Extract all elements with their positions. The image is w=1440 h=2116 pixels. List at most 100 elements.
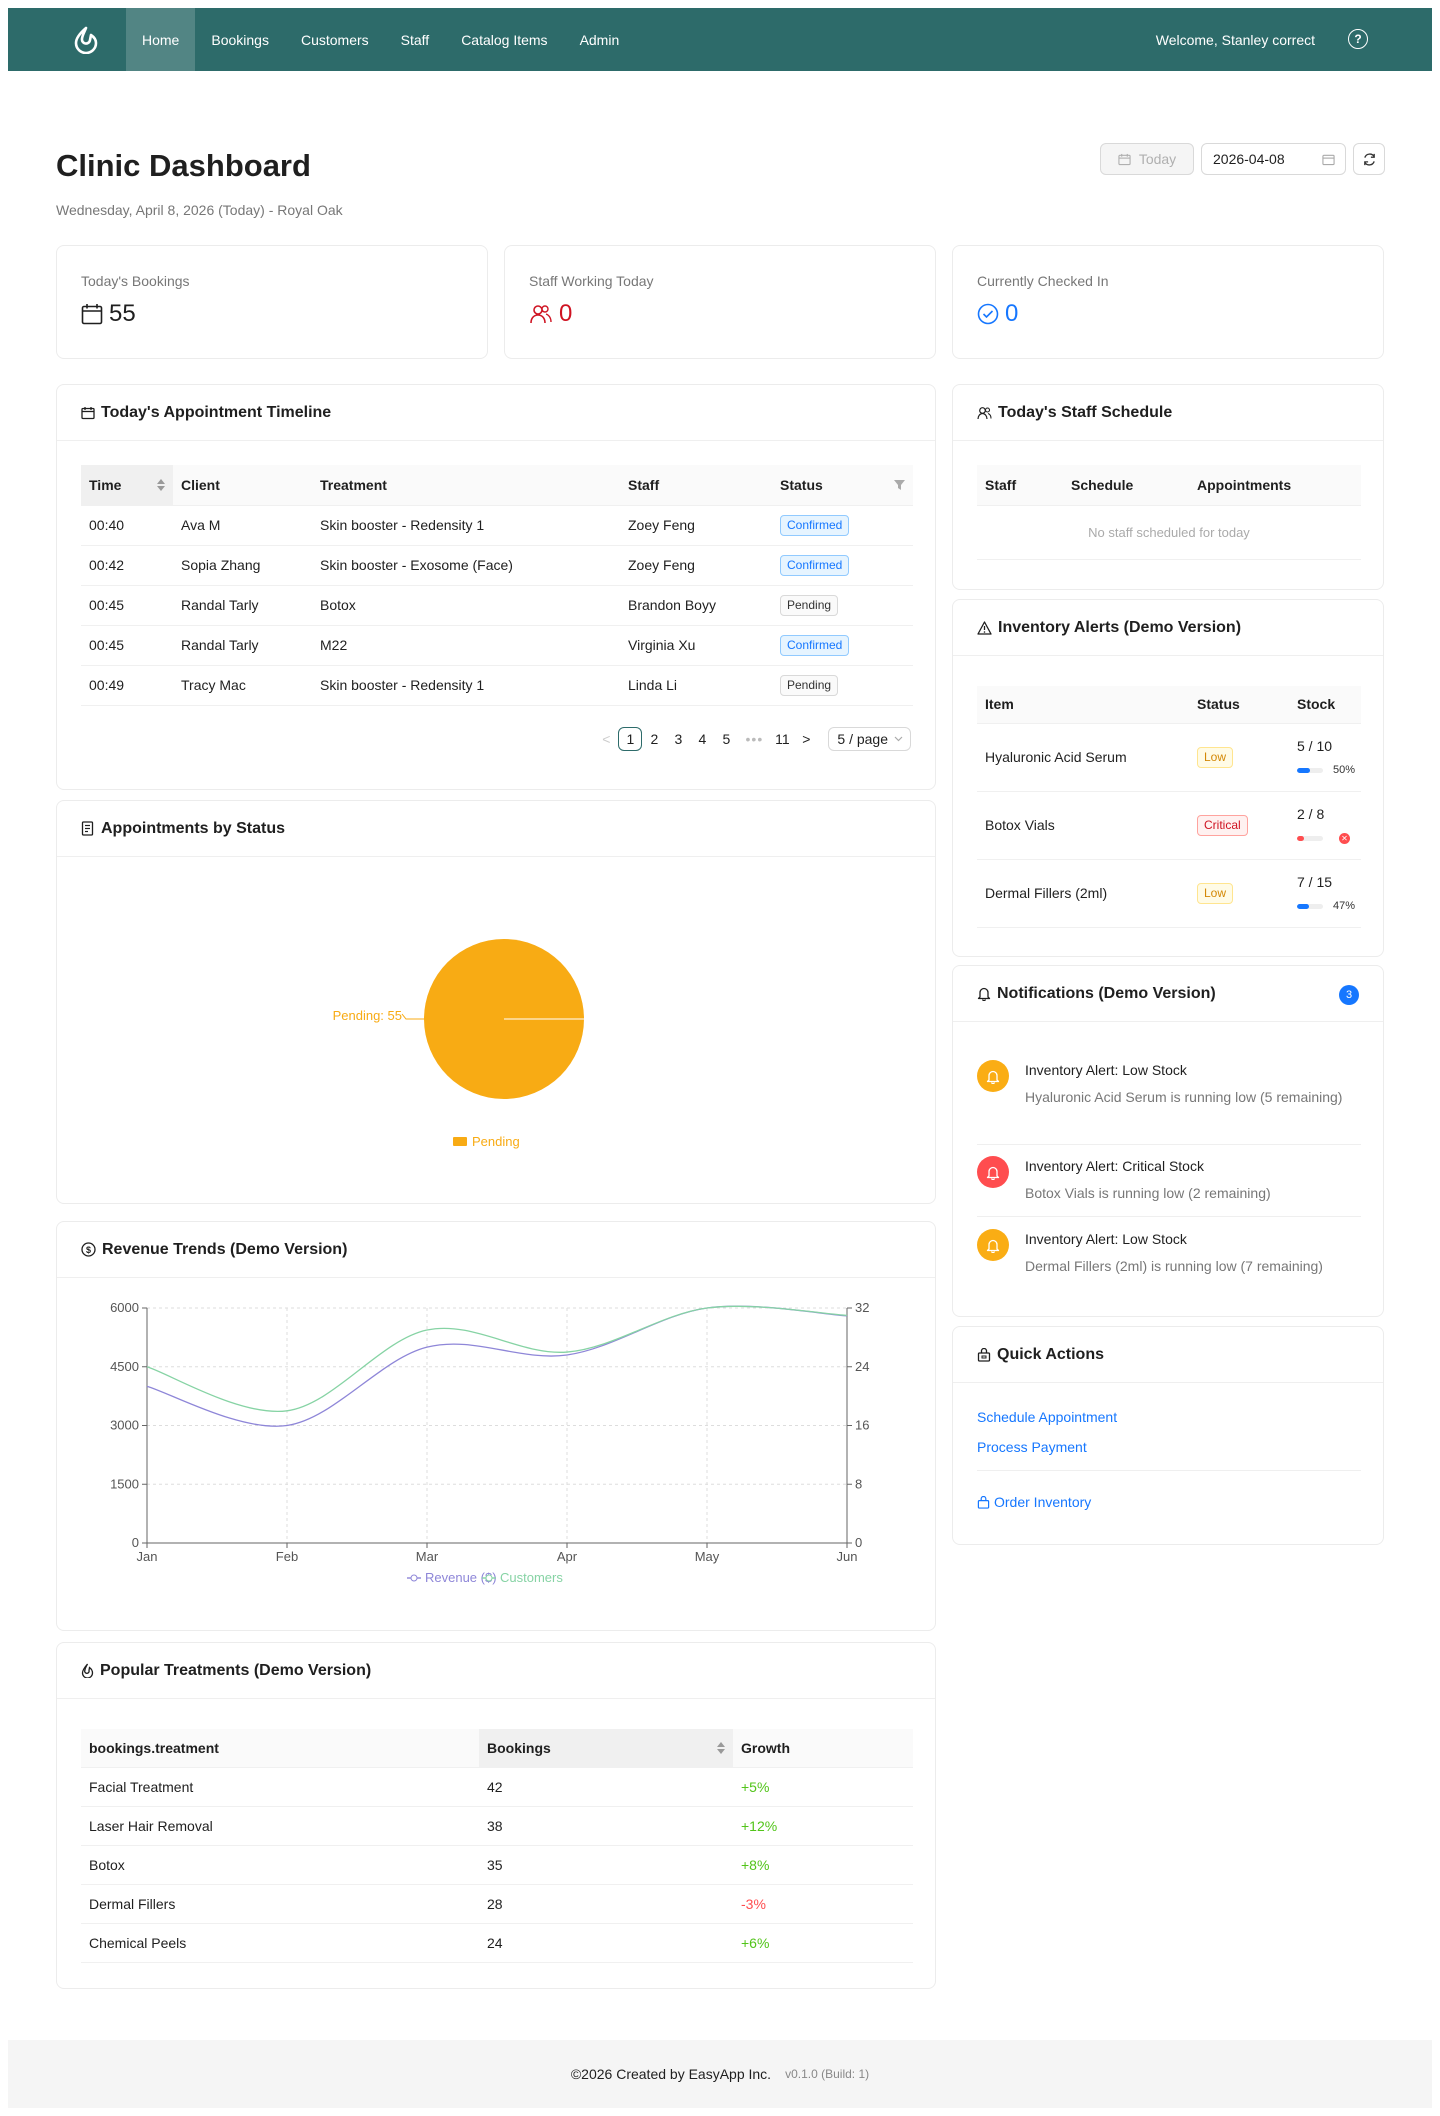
cell-time: 00:45 [81,585,173,626]
legend-label-pending[interactable]: Pending [472,1134,520,1149]
stat-card-staff: Staff Working Today 0 [504,245,936,359]
col-bookings[interactable]: Bookings [479,1729,733,1768]
notification-desc: Botox Vials is running low (2 remaining) [1025,1185,1271,1201]
card-header: Notifications (Demo Version) 3 [953,966,1383,1022]
card-header: Popular Treatments (Demo Version) [57,1643,935,1699]
col-status[interactable]: Status [772,465,913,506]
prev-page-button[interactable]: < [602,731,611,747]
y-left-tick-label: 3000 [110,1418,139,1433]
nav-customers[interactable]: Customers [300,31,369,48]
card-title: Popular Treatments (Demo Version) [100,1661,372,1679]
table-row[interactable]: 00:40 Ava M Skin booster - Redensity 1 Zoey… [81,505,913,546]
calendar-icon [1322,154,1335,166]
help-icon[interactable]: ? [1348,29,1368,49]
filter-icon[interactable] [894,480,905,490]
cell-stock: 5 / 10 50% [1289,723,1361,792]
page-1[interactable]: 1 [618,727,643,751]
page-3[interactable]: 3 [674,731,683,747]
table-row[interactable]: 00:42 Sopia Zhang Skin booster - Exosome (… [81,545,913,586]
col-treatment: bookings.treatment [81,1729,479,1768]
stat-value-wrap: 0 [529,300,572,328]
y-left-tick-label: 4500 [110,1359,139,1374]
series-line-customers[interactable] [146,1305,848,1413]
check-circle-icon [977,303,999,325]
legend-item-customers[interactable]: Customers [482,1570,563,1585]
status-badge: Critical [1197,814,1248,836]
sort-icon[interactable] [717,1742,725,1754]
nav-staff[interactable]: Staff [400,31,430,48]
app-logo-icon[interactable] [62,16,110,64]
table-row[interactable]: 00:49 Tracy Mac Skin booster - Redensity 1… [81,665,913,706]
staff-schedule-table: Staff Schedule Appointments No staff sch… [977,465,1361,560]
card-title: Notifications (Demo Version) [997,984,1216,1002]
fire-icon [81,1663,94,1678]
progress-fill [1297,903,1310,909]
nav-bookings[interactable]: Bookings [211,31,269,48]
cell-client: Tracy Mac [173,665,312,706]
pagination: < 1 2 3 4 5 ••• 11 > 5 / page [594,727,911,751]
cell-status: Confirmed [772,545,913,586]
notification-item[interactable]: Inventory Alert: Critical Stock Botox Via… [977,1156,1361,1216]
cell-treatment: Skin booster - Exosome (Face) [312,545,620,586]
stat-value-wrap: 0 [977,300,1018,328]
audit-icon [81,821,94,836]
page-last[interactable]: 11 [775,731,790,747]
table-row[interactable]: Laser Hair Removal 38 +12% [81,1806,913,1846]
stat-label: Currently Checked In [977,273,1109,289]
svg-text:$: $ [86,1245,91,1255]
nav-catalog-items[interactable]: Catalog Items [461,31,548,48]
table-row[interactable]: Dermal Fillers (2ml) Low 7 / 15 47% [977,859,1361,928]
table-row[interactable]: Botox 35 +8% [81,1845,913,1885]
process-payment-link[interactable]: Process Payment [977,1439,1087,1455]
col-time[interactable]: Time [81,465,173,506]
status-pie-chart: Pending: 55 Pending [333,939,584,1149]
cell-item: Botox Vials [977,791,1189,860]
cell-status: Confirmed [772,625,913,666]
table-row[interactable]: Chemical Peels 24 +6% [81,1923,913,1963]
cell-staff: Brandon Boyy [620,585,772,626]
notification-item[interactable]: Inventory Alert: Low Stock Hyaluronic Aci… [977,1060,1361,1140]
notification-title: Inventory Alert: Low Stock [1025,1231,1187,1247]
legend-swatch-pending[interactable] [453,1137,467,1146]
y-left-tick-label: 1500 [110,1476,139,1491]
next-page-button[interactable]: > [802,731,811,747]
today-button[interactable]: Today [1100,143,1194,175]
nav-home[interactable]: Home [126,8,196,71]
table-row[interactable]: Botox Vials Critical 2 / 8 ✕ [977,791,1361,860]
bell-icon [977,987,991,1001]
table-row[interactable]: 00:45 Randal Tarly Botox Brandon Boyy Pendin… [81,585,913,626]
refresh-button[interactable] [1353,143,1385,175]
cell-bookings: 35 [479,1845,733,1885]
cell-status: Pending [772,585,913,626]
page-ellipsis[interactable]: ••• [745,731,764,747]
cell-treatment: Skin booster - Redensity 1 [312,665,620,706]
nav-admin[interactable]: Admin [579,31,620,48]
order-inventory-link[interactable]: Order Inventory [977,1494,1091,1510]
legend-item-revenue[interactable]: Revenue ($) [407,1570,497,1585]
cell-client: Randal Tarly [173,625,312,666]
page-size-select[interactable]: 5 / page [828,727,911,751]
page-4[interactable]: 4 [698,731,707,747]
card-title: Revenue Trends (Demo Version) [102,1240,348,1258]
status-badge: Pending [780,594,839,616]
cell-growth: +12% [733,1806,913,1846]
table-row[interactable]: Hyaluronic Acid Serum Low 5 / 10 50% [977,723,1361,792]
schedule-appointment-link[interactable]: Schedule Appointment [977,1409,1118,1425]
sort-icon[interactable] [157,479,165,491]
table-row[interactable]: Dermal Fillers 28 -3% [81,1884,913,1924]
page-2[interactable]: 2 [650,731,659,747]
date-picker[interactable]: 2026-04-08 [1201,143,1346,175]
cell-growth: +6% [733,1923,913,1963]
x-tick-label: May [695,1549,720,1564]
quick-actions-card: Quick Actions Schedule Appointment Proce… [952,1326,1384,1545]
table-row[interactable]: Facial Treatment 42 +5% [81,1767,913,1807]
welcome-user[interactable]: Welcome, Stanley correct [1155,31,1315,48]
table-row[interactable]: 00:45 Randal Tarly M22 Virginia Xu Confirmed [81,625,913,666]
status-badge: Low [1197,746,1234,768]
notification-item[interactable]: Inventory Alert: Low Stock Dermal Fillers… [977,1229,1361,1289]
col-growth: Growth [733,1729,913,1768]
page-5[interactable]: 5 [722,731,731,747]
timeline-table-wrap: Time Client Treatment Staff Status 00:40… [81,465,913,706]
shop-icon [977,1495,990,1509]
stat-label: Today's Bookings [81,273,190,289]
